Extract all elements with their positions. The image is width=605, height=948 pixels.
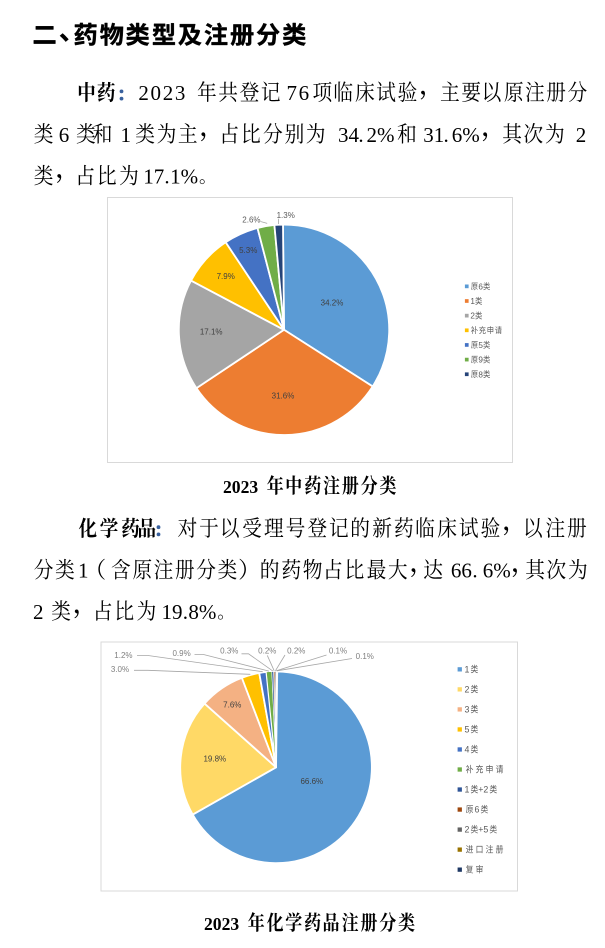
svg-text:1%: 1% bbox=[170, 165, 198, 189]
svg-text:2%: 2% bbox=[367, 123, 395, 147]
svg-text:2: 2 bbox=[483, 785, 488, 795]
svg-text:17: 17 bbox=[143, 165, 164, 189]
svg-text:5.3%: 5.3% bbox=[239, 246, 257, 255]
svg-text:7.9%: 7.9% bbox=[217, 272, 235, 281]
svg-text:2023: 2023 bbox=[138, 81, 187, 105]
svg-text:34.2%: 34.2% bbox=[321, 298, 344, 307]
svg-text:76: 76 bbox=[287, 81, 311, 105]
svg-text:9: 9 bbox=[478, 356, 483, 365]
svg-text:1.2%: 1.2% bbox=[114, 651, 132, 660]
svg-text:1: 1 bbox=[121, 123, 132, 147]
svg-text:1: 1 bbox=[78, 559, 89, 583]
svg-text:1: 1 bbox=[470, 297, 475, 306]
svg-text:66.6%: 66.6% bbox=[300, 777, 323, 786]
svg-text:.: . bbox=[164, 165, 169, 189]
svg-text:31: 31 bbox=[423, 123, 444, 147]
svg-text:2: 2 bbox=[465, 684, 470, 694]
svg-text:0.1%: 0.1% bbox=[356, 652, 374, 661]
svg-text:6%: 6% bbox=[483, 559, 511, 583]
svg-text:0.3%: 0.3% bbox=[220, 646, 238, 655]
svg-text:0.9%: 0.9% bbox=[172, 649, 190, 658]
svg-text:3.0%: 3.0% bbox=[111, 665, 129, 674]
svg-text:31.6%: 31.6% bbox=[272, 392, 295, 401]
svg-text:0.2%: 0.2% bbox=[258, 646, 276, 655]
svg-text:7.6%: 7.6% bbox=[223, 701, 241, 710]
svg-text:5: 5 bbox=[465, 724, 470, 734]
svg-text:1.3%: 1.3% bbox=[277, 211, 295, 220]
svg-text:2: 2 bbox=[33, 600, 44, 624]
svg-text:0.2%: 0.2% bbox=[287, 646, 305, 655]
svg-text:6: 6 bbox=[478, 282, 483, 291]
svg-text:17.1%: 17.1% bbox=[200, 328, 223, 337]
svg-text:.: . bbox=[183, 600, 188, 624]
svg-text:6: 6 bbox=[475, 805, 480, 815]
svg-text:1: 1 bbox=[465, 664, 470, 674]
svg-text:2023: 2023 bbox=[204, 914, 239, 934]
svg-text:19: 19 bbox=[162, 600, 183, 624]
svg-text:.: . bbox=[472, 559, 477, 583]
svg-text:2.6%: 2.6% bbox=[242, 216, 260, 225]
svg-text:.: . bbox=[444, 123, 449, 147]
svg-text:4: 4 bbox=[465, 745, 470, 755]
svg-text:+: + bbox=[478, 785, 483, 795]
svg-text:0.1%: 0.1% bbox=[329, 646, 347, 655]
svg-text:2: 2 bbox=[470, 312, 475, 321]
svg-text:2023: 2023 bbox=[223, 477, 258, 497]
svg-text:2: 2 bbox=[576, 123, 587, 147]
svg-text:66: 66 bbox=[451, 559, 472, 583]
svg-text:+: + bbox=[478, 825, 483, 835]
svg-text:5: 5 bbox=[483, 825, 488, 835]
svg-text:6: 6 bbox=[59, 123, 70, 147]
svg-text:1: 1 bbox=[465, 785, 470, 795]
svg-text:8: 8 bbox=[478, 370, 483, 379]
svg-text:19.8%: 19.8% bbox=[203, 754, 226, 763]
svg-text:3: 3 bbox=[465, 704, 470, 714]
svg-text:2: 2 bbox=[465, 825, 470, 835]
svg-text:8%: 8% bbox=[188, 600, 216, 624]
svg-text:5: 5 bbox=[478, 341, 483, 350]
svg-text:.: . bbox=[358, 123, 363, 147]
svg-text:34: 34 bbox=[338, 123, 360, 147]
svg-text:6%: 6% bbox=[452, 123, 480, 147]
